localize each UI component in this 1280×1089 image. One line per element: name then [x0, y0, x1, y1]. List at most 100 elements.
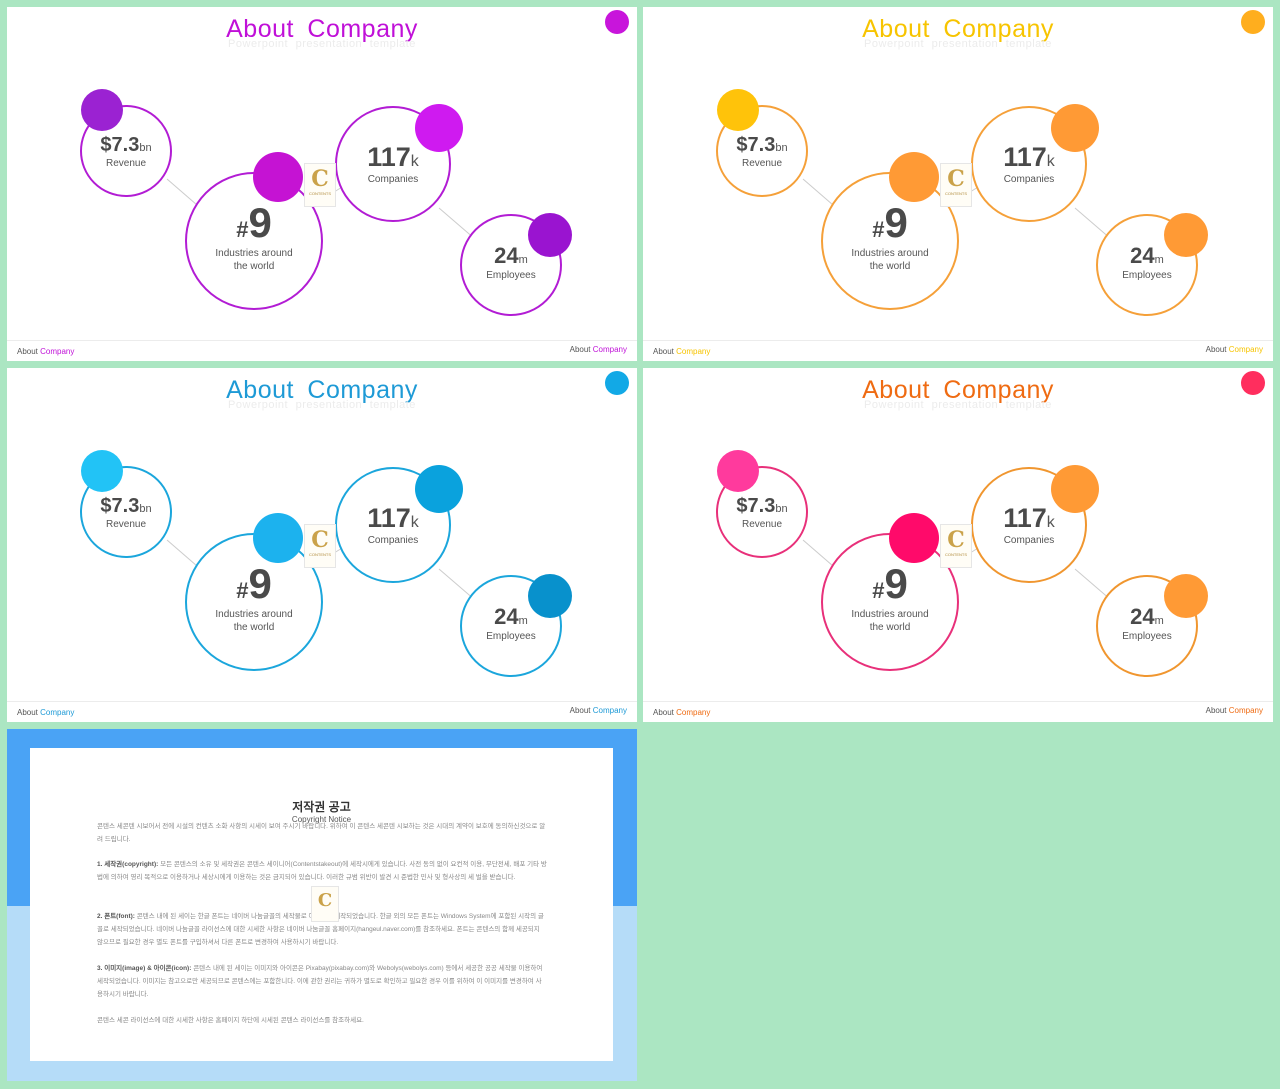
contents-logo: C CONTENTS: [940, 163, 972, 207]
companies-value: 117: [367, 503, 411, 533]
notice-para-2: 1. 세작권(copyright): 모든 콘텐스의 소유 및 세작권은 콘텐스…: [97, 861, 547, 881]
companies-label: Companies: [367, 535, 419, 546]
revenue-unit: bn: [775, 142, 788, 154]
notice-card: 저작권 공고 Copyright Notice 콘텐스 세콘텐 시보어서 전에 …: [30, 748, 613, 1061]
employees-metric: 24m Employees: [1096, 604, 1198, 643]
slide-4[interactable]: About Company Powerpoint presentation te…: [643, 368, 1273, 722]
employees-dot-icon: [1164, 574, 1208, 618]
companies-value: 117: [1003, 142, 1047, 172]
employees-unit: m: [1154, 615, 1164, 627]
footer-left: About Company: [17, 708, 75, 717]
notice-logo: C: [311, 886, 339, 922]
footer-right-company: Company: [592, 706, 627, 715]
footer-left-company: Company: [40, 708, 75, 717]
notice-title: 저작권 공고: [292, 800, 351, 814]
employees-dot-icon: [1164, 213, 1208, 257]
industries-label-line2: the world: [233, 261, 275, 272]
industries-value: 9: [248, 560, 272, 607]
footer-right-company: Company: [592, 345, 627, 354]
revenue-dot-icon: [717, 89, 759, 131]
revenue-label: Revenue: [105, 158, 147, 169]
notice-para-1: 콘텐스 세콘텐 시보어서 전에 시설의 컨텐츠 소화 사항의 시세이 보여 주시…: [97, 823, 546, 843]
logo-text: CONTENTS: [945, 552, 967, 557]
employees-value: 24: [1130, 243, 1155, 268]
industries-value: 9: [248, 199, 272, 246]
revenue-label: Revenue: [741, 519, 783, 530]
slide-footer: About Company About Company: [643, 340, 1273, 361]
revenue-unit: bn: [139, 503, 152, 515]
companies-metric: 117k Companies: [971, 503, 1087, 547]
employees-dot-icon: [528, 213, 572, 257]
footer-left-company: Company: [676, 347, 711, 356]
industries-label-line2: the world: [233, 622, 275, 633]
industries-ring: [821, 533, 959, 671]
copyright-slide[interactable]: 저작권 공고 Copyright Notice 콘텐스 세콘텐 시보어서 전에 …: [7, 729, 637, 1081]
companies-unit: k: [1046, 514, 1055, 531]
slide-title: About Company: [226, 376, 418, 404]
employees-label: Employees: [486, 631, 536, 642]
slide-title: About Company: [226, 15, 418, 43]
industries-metric: #9 Industries around the world: [821, 199, 959, 273]
companies-value: 117: [367, 142, 411, 172]
logo-letter: C: [947, 527, 965, 553]
revenue-value: $7.3: [100, 134, 140, 156]
logo-letter: C: [947, 166, 965, 192]
industries-label-line1: Industries around: [851, 248, 929, 259]
footer-right: About Company: [1205, 345, 1263, 354]
slide-2[interactable]: About Company Powerpoint presentation te…: [643, 7, 1273, 361]
slide-1[interactable]: About Company Powerpoint presentation te…: [7, 7, 637, 361]
employees-value: 24: [494, 243, 519, 268]
corner-dot-icon: [1241, 371, 1265, 395]
corner-dot-icon: [605, 10, 629, 34]
employees-label: Employees: [1122, 270, 1172, 281]
revenue-value: $7.3: [736, 495, 776, 517]
industries-label-line2: the world: [869, 622, 911, 633]
slide-3[interactable]: About Company Powerpoint presentation te…: [7, 368, 637, 722]
slide-subtitle: Powerpoint presentation template: [864, 399, 1052, 411]
slide-footer: About Company About Company: [7, 701, 637, 722]
employees-metric: 24m Employees: [1096, 243, 1198, 282]
slide-footer: About Company About Company: [643, 701, 1273, 722]
footer-right: About Company: [1205, 706, 1263, 715]
industries-label-line1: Industries around: [215, 248, 293, 259]
contents-logo: C CONTENTS: [304, 163, 336, 207]
footer-right-company: Company: [1228, 706, 1263, 715]
slide-title: About Company: [862, 376, 1054, 404]
revenue-metric: $7.3bn Revenue: [716, 134, 808, 170]
employees-unit: m: [518, 615, 528, 627]
revenue-metric: $7.3bn Revenue: [80, 134, 172, 170]
companies-dot-icon: [415, 104, 463, 152]
companies-label: Companies: [367, 174, 419, 185]
employees-value: 24: [1130, 604, 1155, 629]
revenue-dot-icon: [717, 450, 759, 492]
industries-metric: #9 Industries around the world: [185, 560, 323, 634]
industries-dot-icon: [889, 152, 939, 202]
revenue-dot-icon: [81, 450, 123, 492]
contents-logo: C CONTENTS: [940, 524, 972, 568]
companies-label: Companies: [1003, 174, 1055, 185]
employees-metric: 24m Employees: [460, 604, 562, 643]
corner-dot-icon: [605, 371, 629, 395]
footer-left: About Company: [653, 708, 711, 717]
companies-dot-icon: [1051, 465, 1099, 513]
notice-para-5: 콘텐스 세콘 라이선스에 대한 시세한 사항은 홈페이지 하단에 시세된 콘텐스…: [97, 1017, 364, 1024]
slide-subtitle: Powerpoint presentation template: [228, 399, 416, 411]
footer-left: About Company: [17, 347, 75, 356]
employees-unit: m: [1154, 254, 1164, 266]
slide-subtitle: Powerpoint presentation template: [864, 38, 1052, 50]
footer-right: About Company: [569, 345, 627, 354]
industries-metric: #9 Industries around the world: [185, 199, 323, 273]
companies-metric: 117k Companies: [335, 503, 451, 547]
logo-letter: C: [311, 527, 329, 553]
industries-hash: #: [236, 217, 249, 242]
revenue-unit: bn: [775, 503, 788, 515]
revenue-dot-icon: [81, 89, 123, 131]
industries-label-line1: Industries around: [215, 609, 293, 620]
slide-subtitle: Powerpoint presentation template: [228, 38, 416, 50]
notice-subtitle: Copyright Notice: [291, 815, 352, 824]
corner-dot-icon: [1241, 10, 1265, 34]
footer-left: About Company: [653, 347, 711, 356]
revenue-value: $7.3: [736, 134, 776, 156]
revenue-ring: [80, 105, 172, 197]
industries-ring: [185, 533, 323, 671]
